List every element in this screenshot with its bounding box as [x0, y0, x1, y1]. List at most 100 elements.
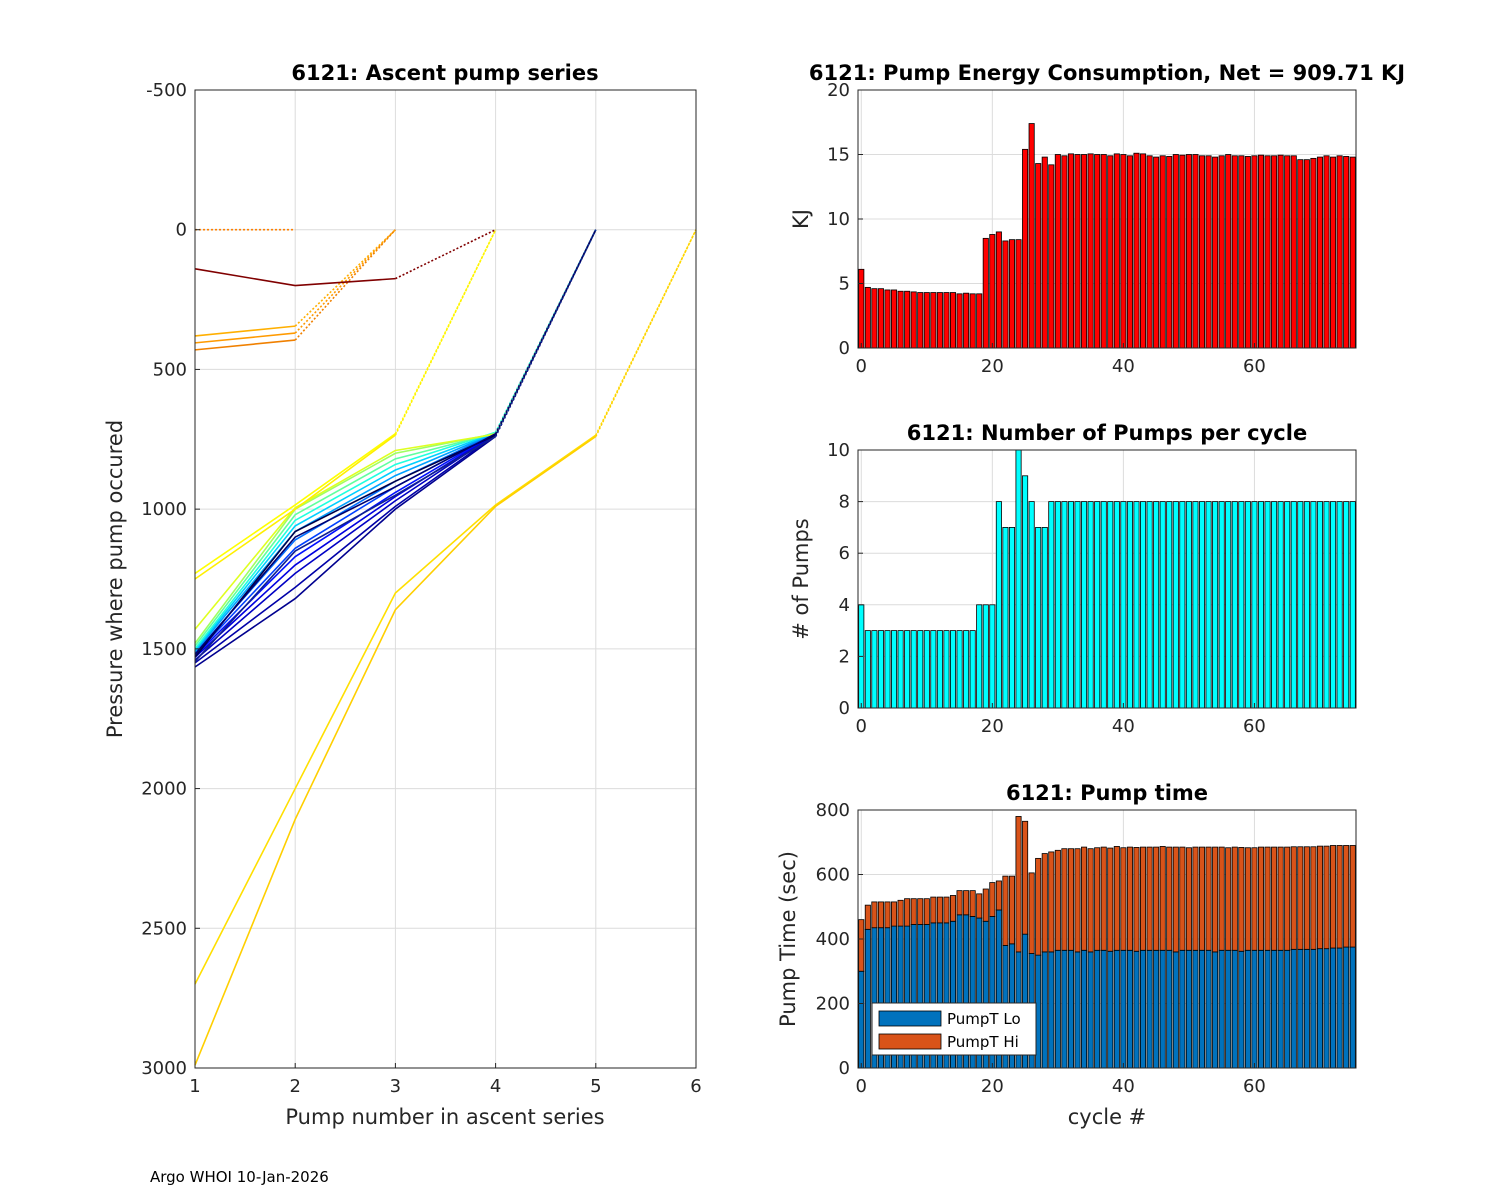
bar	[1153, 501, 1160, 709]
stacked-bar-segment	[1074, 848, 1081, 953]
bar	[1054, 154, 1061, 349]
bar	[1310, 501, 1317, 709]
time-y-axis-label: Pump Time (sec)	[776, 851, 800, 1027]
bar	[1316, 156, 1323, 349]
bar	[943, 292, 950, 349]
stacked-bar-segment	[936, 896, 943, 924]
stacked-bar-segment	[1290, 846, 1297, 950]
bar	[1257, 501, 1265, 709]
bar	[1133, 152, 1140, 349]
stacked-bar-segment	[877, 901, 884, 929]
pump-series-line	[194, 268, 396, 287]
bar	[1271, 501, 1278, 709]
bar	[1323, 155, 1330, 349]
bar	[1120, 501, 1127, 709]
bar	[1271, 155, 1278, 349]
stacked-bar-segment	[1264, 949, 1271, 1069]
stacked-bar-segment	[1146, 846, 1153, 951]
bar	[1100, 501, 1107, 709]
legend-swatch-hi	[878, 1033, 942, 1050]
bar	[956, 630, 963, 709]
bar	[1257, 154, 1265, 349]
stacked-bar-segment	[943, 896, 950, 924]
bar	[1113, 501, 1120, 709]
bar	[1061, 501, 1068, 709]
stacked-bar-segment	[858, 970, 865, 1069]
bar	[1067, 501, 1074, 709]
bar	[1192, 501, 1199, 709]
stacked-bar-segment	[1205, 846, 1212, 951]
stacked-bar-segment	[891, 901, 898, 927]
stacked-bar-segment	[1133, 847, 1140, 952]
stacked-bar-segment	[1094, 847, 1101, 951]
bar	[910, 291, 917, 349]
stacked-bar-segment	[1349, 845, 1356, 948]
pump-series-line	[194, 435, 497, 668]
pump-series-line	[194, 434, 496, 658]
pump-series-line	[194, 431, 496, 651]
stacked-bar-segment	[1284, 949, 1291, 1069]
bar	[982, 237, 989, 349]
stacked-bar-segment	[1094, 949, 1101, 1069]
bar	[1159, 501, 1166, 709]
stacked-bar-segment	[1120, 949, 1127, 1069]
stacked-bar-segment	[884, 901, 891, 929]
bar	[1349, 501, 1356, 709]
stacked-bar-segment	[930, 896, 937, 924]
pumps-y-axis-label: # of Pumps	[789, 518, 813, 640]
stacked-bar-segment	[1140, 949, 1147, 1069]
bar	[1192, 154, 1199, 349]
y-tick-label: 800	[816, 800, 850, 821]
energy-chart-title: 6121: Pump Energy Consumption, Net = 909…	[809, 61, 1405, 85]
bar	[1159, 155, 1166, 349]
bar	[891, 289, 898, 349]
bar	[1277, 154, 1284, 349]
y-tick-label: 10	[827, 209, 850, 230]
pump-series-line	[194, 434, 497, 664]
pump-series-surface-segment	[294, 229, 396, 327]
pump-series-line	[194, 325, 296, 337]
bar	[1244, 156, 1251, 349]
bar	[1015, 239, 1022, 349]
bar	[1212, 156, 1219, 349]
pump-series-surface-segment	[395, 228, 496, 280]
bar	[1330, 156, 1337, 349]
bar	[1061, 155, 1068, 349]
pump-series-line	[194, 332, 296, 344]
bar	[1336, 155, 1343, 349]
stacked-bar-segment	[1205, 949, 1212, 1069]
stacked-bar-segment	[1343, 845, 1350, 948]
footer-credit: Argo WHOI 10-Jan-2026	[150, 1168, 329, 1186]
stacked-bar-segment	[1126, 846, 1133, 951]
stacked-bar-segment	[1244, 847, 1251, 951]
bar	[1028, 123, 1035, 349]
bar	[1238, 155, 1245, 349]
x-tick-label: 0	[856, 356, 867, 377]
time-legend: PumpT Lo PumpT Hi	[871, 1002, 1037, 1056]
pumps-per-cycle-chart: 0 20 40 60 0 2 4 6 8 10 6121: Number of Pumps per…	[789, 421, 1357, 737]
stacked-bar-segment	[1054, 849, 1061, 951]
pump-series-line	[194, 434, 396, 580]
time-x-axis-label: cycle #	[1068, 1105, 1147, 1129]
stacked-bar-segment	[969, 890, 976, 917]
bar	[1343, 501, 1350, 709]
stacked-bar-segment	[1067, 949, 1074, 1069]
stacked-bar-segment	[1081, 846, 1088, 951]
stacked-bar-segment	[1303, 948, 1310, 1069]
pumps-plot-frame	[857, 449, 1357, 709]
bar	[1185, 501, 1192, 709]
stacked-bar-segment	[1120, 847, 1127, 951]
bar	[1100, 154, 1107, 349]
pump-series-line	[194, 339, 296, 351]
stacked-bar-segment	[864, 904, 871, 930]
bar	[923, 292, 930, 349]
stacked-bar-segment	[989, 882, 996, 917]
bar	[976, 293, 983, 349]
stacked-bar-segment	[917, 898, 924, 925]
stacked-bar-segment	[1264, 846, 1271, 951]
bar	[884, 289, 891, 349]
bar	[1205, 501, 1212, 709]
stacked-bar-segment	[1048, 851, 1055, 953]
bar	[1303, 159, 1310, 349]
